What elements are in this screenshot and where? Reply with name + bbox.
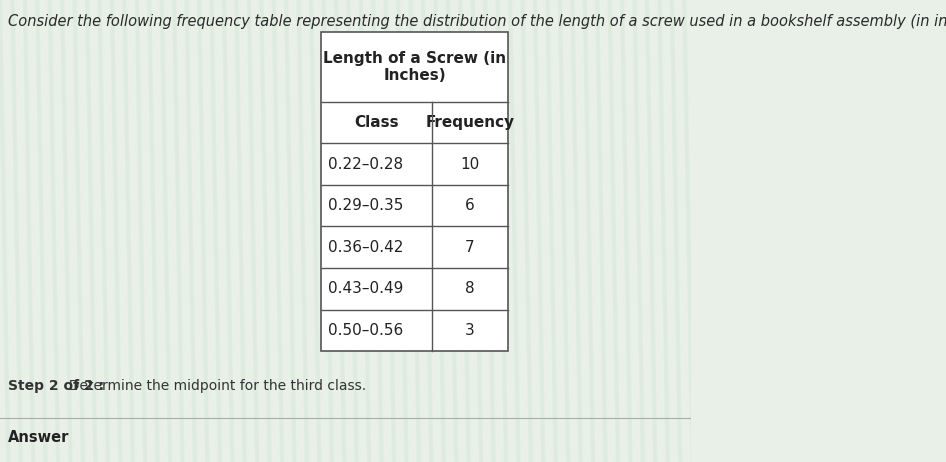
Text: 0.29–0.35: 0.29–0.35 [328,198,404,213]
Text: 0.50–0.56: 0.50–0.56 [328,323,404,338]
Text: 6: 6 [465,198,475,213]
Text: Length of a Screw (in
Inches): Length of a Screw (in Inches) [324,51,506,83]
Text: 10: 10 [461,157,480,171]
Text: Step 2 of 2 :: Step 2 of 2 : [9,379,104,393]
Text: Consider the following frequency table representing the distribution of the leng: Consider the following frequency table r… [9,14,946,29]
Text: 3: 3 [465,323,475,338]
FancyBboxPatch shape [322,32,508,351]
Text: 0.22–0.28: 0.22–0.28 [328,157,403,171]
Text: 0.43–0.49: 0.43–0.49 [328,281,404,296]
Text: 7: 7 [465,240,475,255]
Text: Answer: Answer [9,430,70,444]
Text: Determine the midpoint for the third class.: Determine the midpoint for the third cla… [61,379,366,393]
Text: Frequency: Frequency [426,115,515,130]
Text: 0.36–0.42: 0.36–0.42 [328,240,404,255]
Text: Class: Class [355,115,399,130]
Text: 8: 8 [465,281,475,296]
